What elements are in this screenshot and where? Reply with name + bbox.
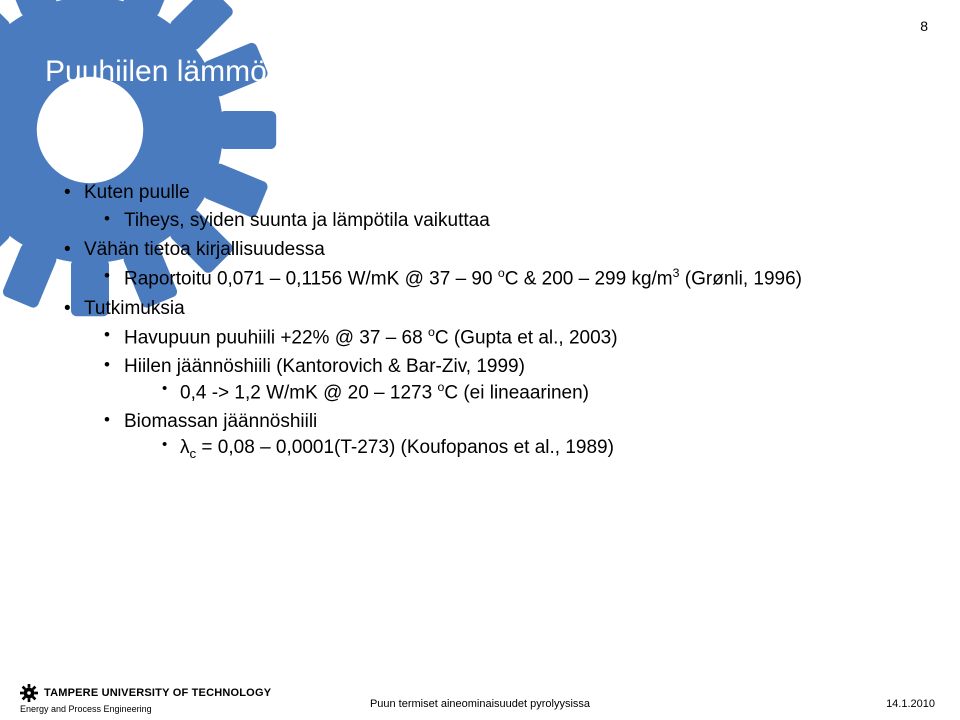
bullet-lvl2: Biomassan jäännöshiili λc = 0,08 – 0,000… bbox=[84, 409, 900, 462]
exponent: 3 bbox=[673, 266, 680, 280]
bullet-text: 0,4 -> 1,2 W/mK @ 20 – 1273 bbox=[180, 382, 437, 403]
bullet-lvl3: 0,4 -> 1,2 W/mK @ 20 – 1273 oC (ei linea… bbox=[124, 379, 900, 406]
slide-title: Puuhiilen lämmönjohtavuus bbox=[45, 55, 412, 89]
bullet-lvl2: Havupuun puuhiili +22% @ 37 – 68 oC (Gup… bbox=[84, 324, 900, 351]
bullet-text: Kuten puulle bbox=[84, 182, 190, 203]
bullet-text: C (Gupta et al., 2003) bbox=[435, 327, 618, 348]
bullet-text: Hiilen jäännöshiili (Kantorovich & Bar-Z… bbox=[124, 356, 525, 377]
bullet-lvl2: Tiheys, syiden suunta ja lämpötila vaiku… bbox=[84, 208, 900, 234]
bullet-text: Raportoitu 0,071 – 0,1156 W/mK @ 37 – 90 bbox=[124, 268, 498, 289]
bullet-text: C (ei lineaarinen) bbox=[444, 382, 589, 403]
footer-title: Puun termiset aineominaisuudet pyrolyysi… bbox=[0, 698, 960, 710]
bullet-text: Tiheys, syiden suunta ja lämpötila vaiku… bbox=[124, 210, 490, 231]
bullet-lvl1: Vähän tietoa kirjallisuudessa Raportoitu… bbox=[60, 237, 900, 292]
bullet-lvl2: Raportoitu 0,071 – 0,1156 W/mK @ 37 – 90… bbox=[84, 265, 900, 292]
bullet-lvl1: Kuten puulle Tiheys, syiden suunta ja lä… bbox=[60, 180, 900, 233]
bullet-text: (Grønli, 1996) bbox=[680, 268, 802, 289]
bullet-text: = 0,08 – 0,0001(T-273) (Koufopanos et al… bbox=[196, 437, 614, 458]
bullet-lvl1: Tutkimuksia Havupuun puuhiili +22% @ 37 … bbox=[60, 296, 900, 463]
bullet-lvl2: Hiilen jäännöshiili (Kantorovich & Bar-Z… bbox=[84, 354, 900, 407]
bullet-text: C & 200 – 299 kg/m bbox=[505, 268, 673, 289]
footer-date: 14.1.2010 bbox=[886, 698, 935, 710]
bullet-text: Vähän tietoa kirjallisuudessa bbox=[84, 239, 325, 260]
slide-content: Kuten puulle Tiheys, syiden suunta ja lä… bbox=[60, 180, 900, 466]
page-number: 8 bbox=[920, 18, 928, 34]
bullet-text: Tutkimuksia bbox=[84, 298, 185, 319]
footer: TAMPERE UNIVERSITY OF TECHNOLOGY Energy … bbox=[0, 670, 960, 720]
bullet-text: λ bbox=[180, 437, 190, 458]
bullet-text: Biomassan jäännöshiili bbox=[124, 411, 317, 432]
bullet-lvl3: λc = 0,08 – 0,0001(T-273) (Koufopanos et… bbox=[124, 435, 900, 463]
bullet-text: Havupuun puuhiili +22% @ 37 – 68 bbox=[124, 327, 428, 348]
degree-super: o bbox=[498, 266, 505, 280]
degree-super: o bbox=[428, 325, 435, 339]
